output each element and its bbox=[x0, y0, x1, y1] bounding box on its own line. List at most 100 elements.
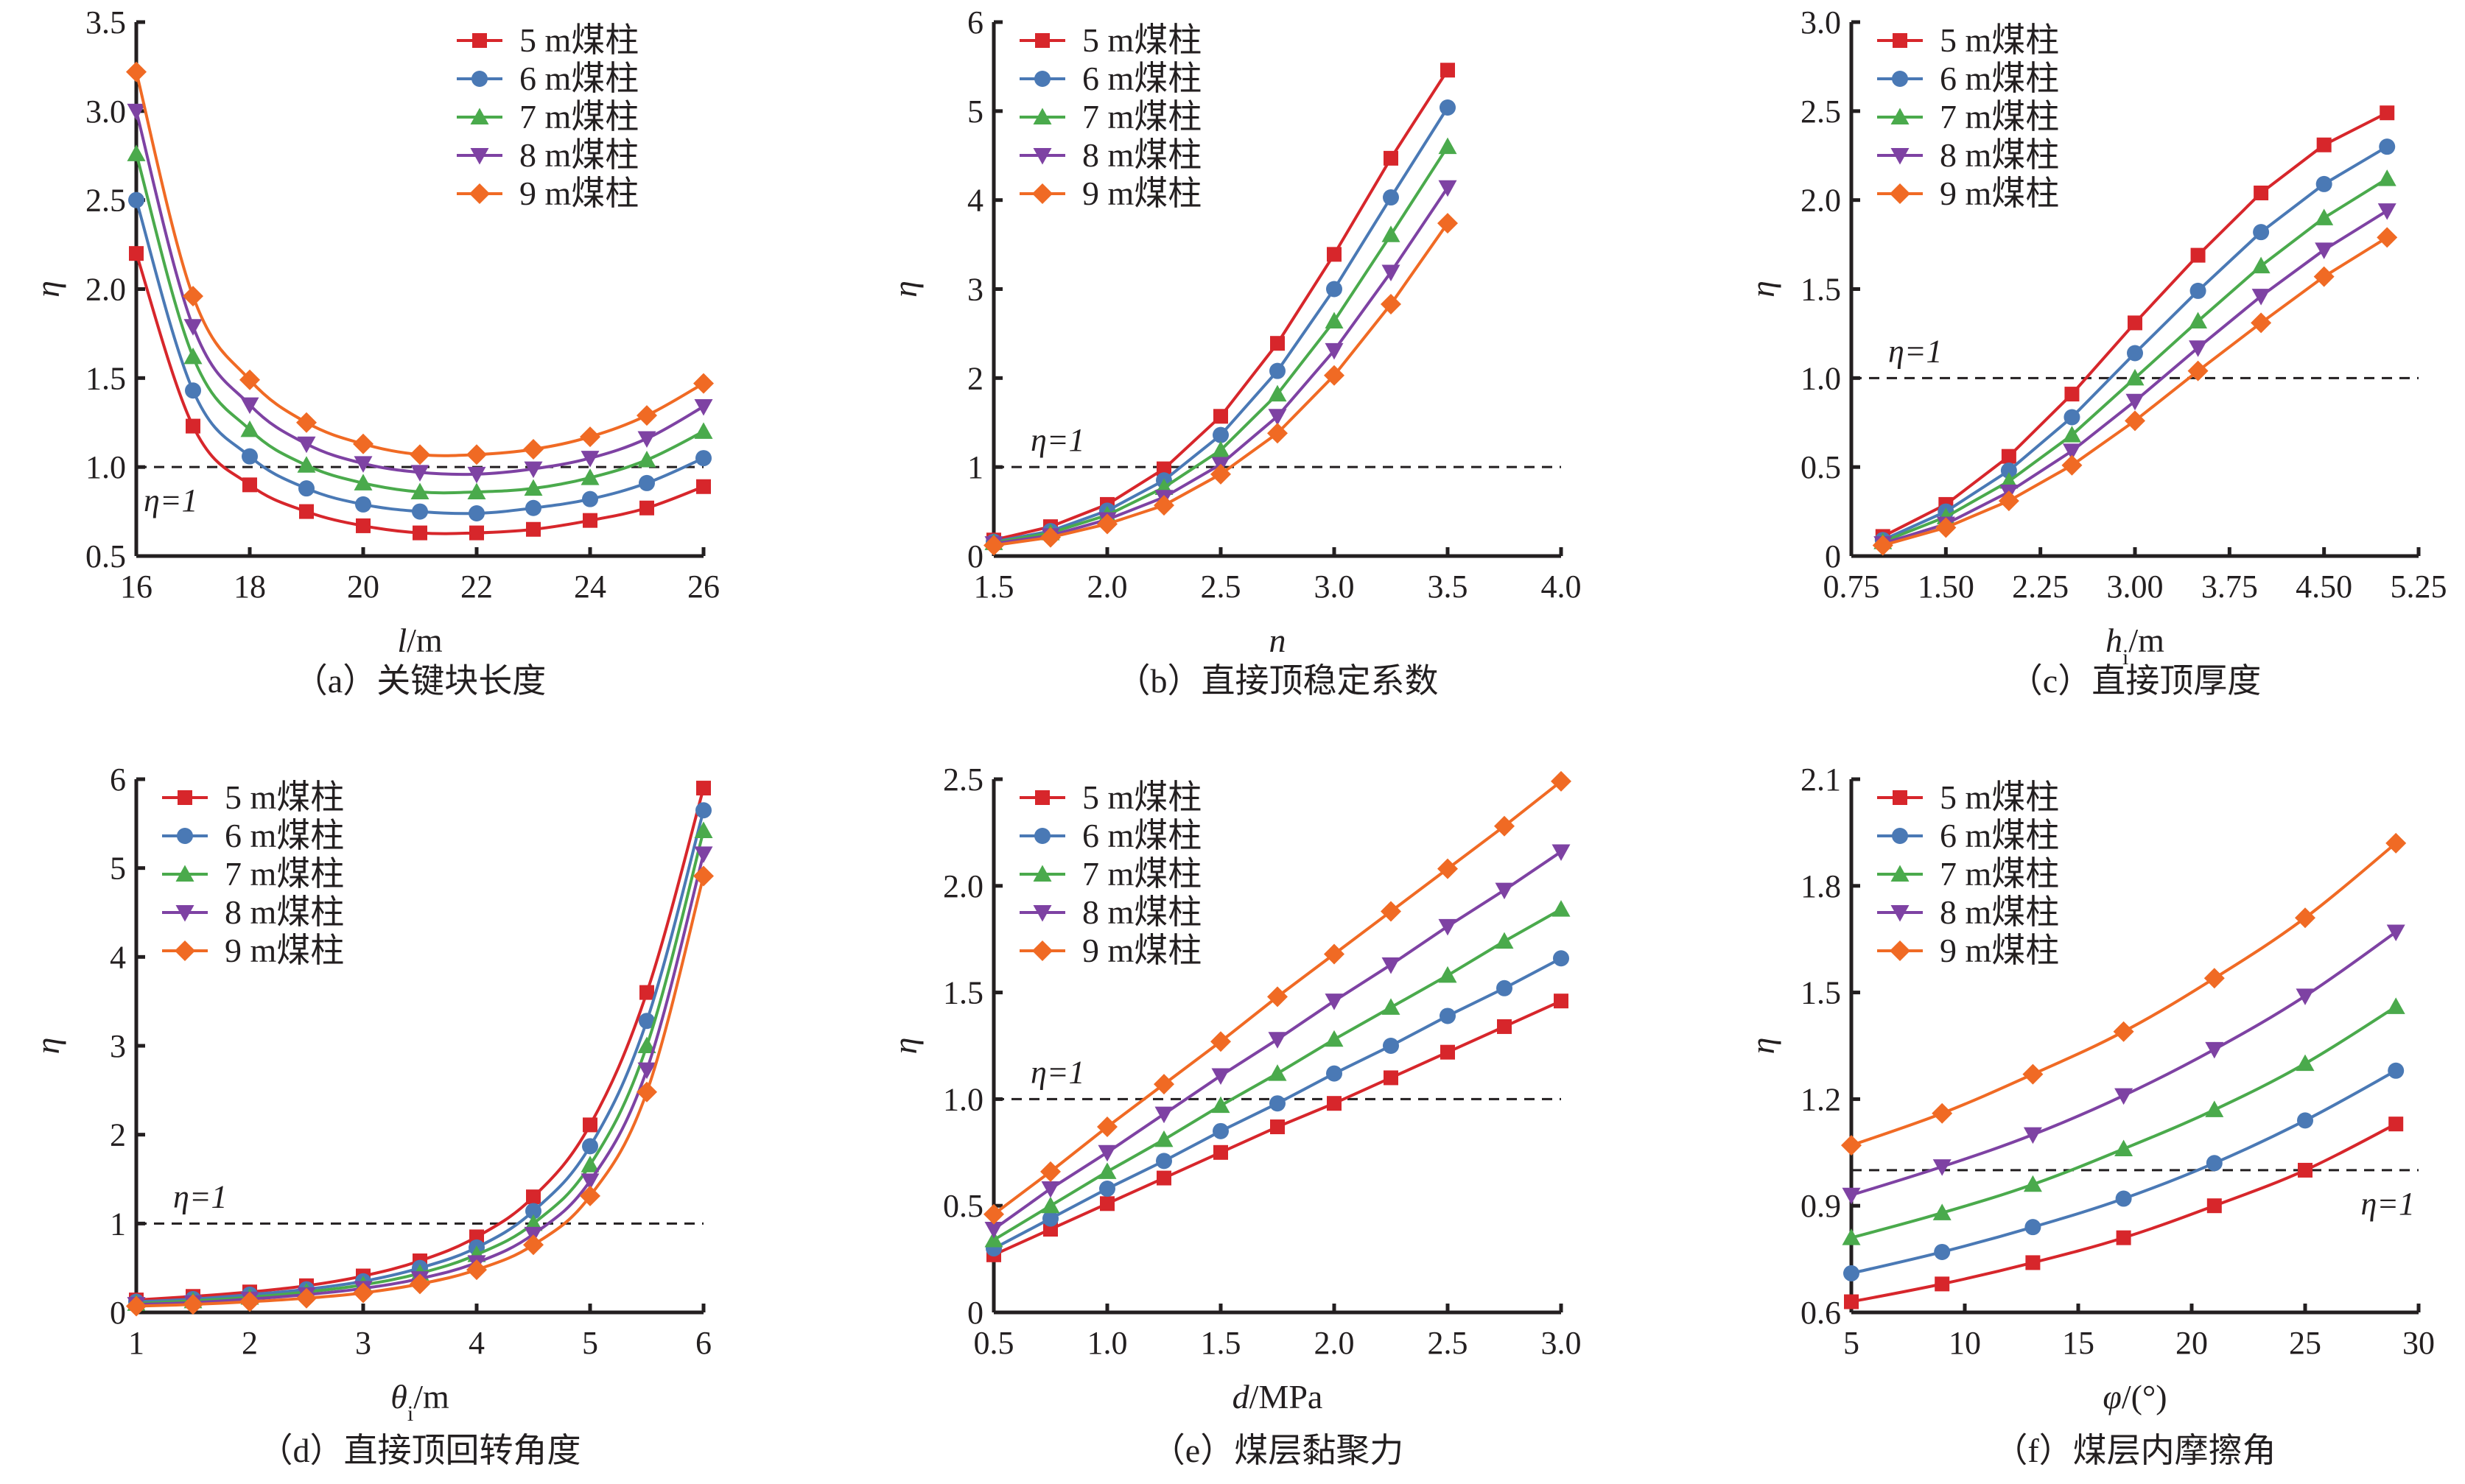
data-point-square bbox=[2316, 137, 2332, 152]
series-9m bbox=[1872, 227, 2398, 556]
data-point-diamond bbox=[466, 1259, 487, 1281]
legend-marker-diamond bbox=[1890, 940, 1910, 961]
data-point-triangle-up bbox=[1041, 1196, 1060, 1214]
x-tick-label: 5.25 bbox=[2391, 569, 2447, 605]
data-point-diamond bbox=[410, 1273, 430, 1295]
legend-marker-diamond bbox=[175, 940, 195, 961]
panel-c: 0 0.5 1.0 1.5 2.0 2.5 3.0 0.75 1.50 2.25 3.00 3.75 4… bbox=[1744, 4, 2447, 700]
x-tick-label: 3.0 bbox=[1541, 1325, 1582, 1361]
data-point-diamond bbox=[239, 369, 260, 390]
data-point-triangle-up bbox=[524, 479, 543, 496]
y-tick-label: 0.5 bbox=[943, 1188, 983, 1224]
data-point-diamond bbox=[183, 1294, 203, 1315]
reference-line-label: η=1 bbox=[1031, 1054, 1085, 1090]
data-point-triangle-down bbox=[1325, 342, 1344, 360]
data-point-triangle-up bbox=[1438, 966, 1457, 983]
data-point-circle bbox=[1383, 1038, 1399, 1054]
data-point-diamond bbox=[1267, 986, 1288, 1007]
data-point-circle bbox=[412, 503, 428, 520]
series-5m bbox=[129, 781, 711, 1308]
data-point-triangle-down bbox=[637, 431, 656, 448]
data-point-diamond bbox=[183, 286, 203, 307]
data-point-square bbox=[583, 513, 597, 528]
series-9m bbox=[1841, 832, 2407, 1156]
data-point-triangle-up bbox=[1551, 900, 1571, 917]
x-tick-label: 5 bbox=[582, 1325, 598, 1361]
series-9m bbox=[126, 61, 714, 465]
x-tick-label: 15 bbox=[2062, 1325, 2094, 1361]
data-point-triangle-down bbox=[467, 466, 486, 484]
legend-item: 8 m煤柱 bbox=[1020, 893, 1202, 931]
data-point-circle bbox=[242, 448, 258, 465]
legend-item: 5 m煤柱 bbox=[162, 778, 344, 816]
data-point-circle bbox=[1099, 1181, 1115, 1198]
panel-a: 0.5 1.0 1.5 2.0 2.5 3.0 3.5 16 18 20 22 24 26 η l/m η=1… bbox=[29, 4, 720, 700]
data-point-diamond bbox=[2385, 832, 2407, 854]
x-axis-title: φ/(°) bbox=[2103, 1378, 2167, 1416]
data-point-square bbox=[1440, 1044, 1455, 1060]
data-point-diamond bbox=[466, 444, 487, 465]
x-tick-label: 2.5 bbox=[1428, 1325, 1468, 1361]
series-6m bbox=[128, 191, 712, 521]
data-point-triangle-down bbox=[1154, 1106, 1174, 1124]
data-point-diamond bbox=[693, 373, 714, 394]
data-point-square bbox=[639, 500, 654, 516]
data-point-square bbox=[1497, 1019, 1512, 1034]
x-tick-label: 1.50 bbox=[1918, 569, 1974, 605]
y-tick-label: 1 bbox=[967, 449, 983, 485]
data-point-triangle-up bbox=[1268, 384, 1287, 402]
data-point-triangle-down bbox=[2023, 1127, 2042, 1144]
y-tick-label: 1.0 bbox=[1800, 360, 1841, 396]
panel-caption: （c）直接顶厚度 bbox=[2009, 662, 2261, 700]
y-axis-title: η bbox=[29, 1038, 66, 1055]
data-point-circle bbox=[1269, 1095, 1286, 1112]
data-point-square bbox=[2254, 186, 2269, 200]
data-point-diamond bbox=[1210, 1031, 1231, 1052]
data-point-square bbox=[129, 246, 144, 261]
legend-label: 9 m煤柱 bbox=[1940, 932, 2059, 969]
data-point-diamond bbox=[2061, 454, 2083, 476]
data-point-triangle-up bbox=[637, 1036, 656, 1053]
legend-marker-triangle-down bbox=[1033, 905, 1052, 922]
legend-item: 6 m煤柱 bbox=[1877, 817, 2059, 854]
data-point-triangle-up bbox=[694, 422, 713, 439]
data-point-square bbox=[2380, 105, 2395, 121]
data-point-triangle-up bbox=[1842, 1228, 1861, 1245]
legend-label: 9 m煤柱 bbox=[519, 175, 639, 212]
data-point-diamond bbox=[126, 61, 147, 82]
series-9m bbox=[983, 770, 1571, 1225]
data-point-triangle-up bbox=[637, 451, 656, 468]
legend-item: 6 m煤柱 bbox=[1020, 817, 1202, 854]
data-point-diamond bbox=[580, 1185, 600, 1206]
panel-e: 00.51.01.52.02.50.5 1.0 1.5 2.0 2.5 3.0ηd/MPa… bbox=[886, 762, 1582, 1469]
data-point-square bbox=[469, 525, 484, 541]
legend-item: 7 m煤柱 bbox=[1020, 98, 1202, 136]
legend-label: 9 m煤柱 bbox=[225, 932, 344, 969]
data-point-diamond bbox=[2187, 360, 2209, 381]
data-point-square bbox=[1327, 247, 1342, 262]
data-point-square bbox=[526, 521, 541, 537]
reference-line-label: η=1 bbox=[1888, 333, 1943, 369]
data-point-triangle-up bbox=[1999, 472, 2019, 489]
data-point-triangle-down bbox=[694, 399, 713, 416]
panel-caption: （d）直接顶回转角度 bbox=[259, 1432, 581, 1469]
data-point-triangle-down bbox=[1842, 1187, 1861, 1205]
data-point-circle bbox=[2115, 1190, 2132, 1207]
data-point-triangle-up bbox=[2062, 426, 2081, 443]
data-point-circle bbox=[1156, 1153, 1172, 1170]
data-point-circle bbox=[525, 499, 541, 516]
data-point-circle bbox=[2000, 463, 2017, 479]
x-tick-label: 2 bbox=[242, 1325, 258, 1361]
legend-label: 5 m煤柱 bbox=[1082, 778, 1202, 816]
data-point-circle bbox=[1213, 1122, 1229, 1139]
y-tick-label: 1.5 bbox=[943, 975, 983, 1011]
series-line bbox=[136, 853, 705, 1307]
data-point-triangle-up bbox=[183, 347, 203, 365]
data-point-triangle-down bbox=[524, 461, 543, 479]
y-tick-label: 5 bbox=[967, 94, 983, 130]
